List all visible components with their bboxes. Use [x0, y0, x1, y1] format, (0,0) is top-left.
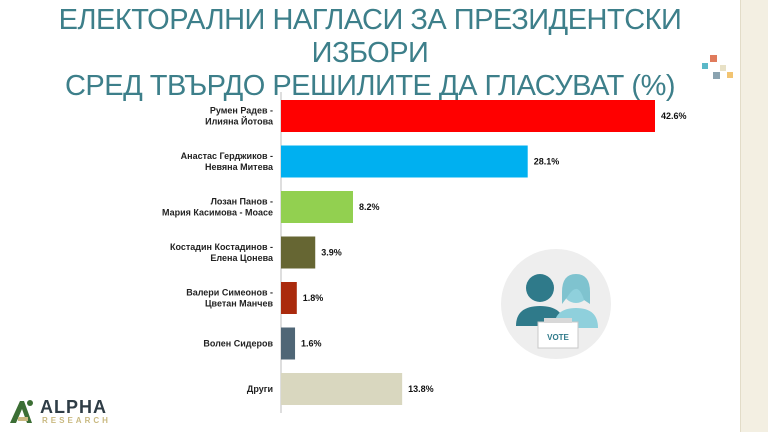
category-label-5-line-0: Волен Сидеров	[203, 339, 273, 349]
ballot-box-icon	[537, 321, 579, 349]
alpha-research-logo: ALPHA RESEARCH	[6, 395, 124, 429]
bar-3	[281, 236, 316, 269]
category-label-3-line-0: Костадин Костадинов -	[170, 242, 273, 252]
category-label-3-line-1: Елена Цонева	[210, 253, 274, 263]
logo-subtitle: RESEARCH	[42, 416, 111, 425]
ballot-vote-text: VOTE	[547, 333, 569, 342]
voters-illustration: VOTE	[501, 249, 611, 359]
category-label-1-line-1: Невяна Митева	[205, 162, 274, 172]
bar-5	[281, 327, 296, 360]
logo-name: ALPHA	[40, 397, 107, 417]
value-label-1: 28.1%	[534, 157, 560, 167]
category-label-0-line-0: Румен Радев -	[210, 106, 273, 116]
value-label-2: 8.2%	[359, 202, 380, 212]
title-line-1: ЕЛЕКТОРАЛНИ НАГЛАСИ ЗА ПРЕЗИДЕНТСКИ ИЗБО…	[58, 4, 682, 69]
decorative-squares	[702, 55, 733, 79]
right-decor-band	[740, 0, 768, 432]
category-label-3: Костадин Костадинов -Елена Цонева	[170, 242, 274, 263]
bar-4	[281, 282, 297, 314]
category-label-4-line-0: Валери Симеонов -	[186, 288, 273, 298]
male-voter-head-icon	[526, 274, 554, 302]
category-label-2-line-1: Мария Касимова - Моасе	[162, 208, 273, 218]
bar-0	[281, 100, 655, 132]
category-label-1-line-0: Анастас Герджиков -	[181, 151, 273, 161]
bar-1	[281, 145, 528, 178]
category-label-4: Валери Симеонов -Цветан Манчев	[186, 288, 273, 309]
category-label-6-line-0: Други	[247, 384, 273, 394]
category-label-2-line-0: Лозан Панов -	[211, 197, 273, 207]
category-label-4-line-1: Цветан Манчев	[205, 299, 274, 309]
value-label-5: 1.6%	[301, 339, 322, 349]
title-line-2: СРЕД ТВЪРДО РЕШИЛИТЕ ДА ГЛАСУВАТ (%)	[64, 70, 676, 102]
alpha-logo-mark-icon	[10, 400, 33, 423]
category-label-6: Други	[247, 384, 273, 394]
category-label-5: Волен Сидеров	[203, 339, 273, 349]
category-label-0: Румен Радев -Илияна Йотова	[205, 106, 274, 127]
bar-2	[281, 191, 353, 223]
value-label-6: 13.8%	[408, 384, 434, 394]
value-label-3: 3.9%	[321, 248, 342, 258]
category-label-1: Анастас Герджиков -Невяна Митева	[181, 151, 274, 172]
right-decor-line	[740, 0, 741, 432]
category-label-0-line-1: Илияна Йотова	[205, 116, 274, 127]
bar-6	[281, 373, 403, 405]
category-label-2: Лозан Панов -Мария Касимова - Моасе	[162, 197, 273, 218]
female-voter-hair-icon	[562, 274, 590, 304]
chart-title: ЕЛЕКТОРАЛНИ НАГЛАСИ ЗА ПРЕЗИДЕНТСКИ ИЗБО…	[20, 4, 720, 103]
value-label-0: 42.6%	[661, 111, 687, 121]
value-label-4: 1.8%	[303, 293, 324, 303]
